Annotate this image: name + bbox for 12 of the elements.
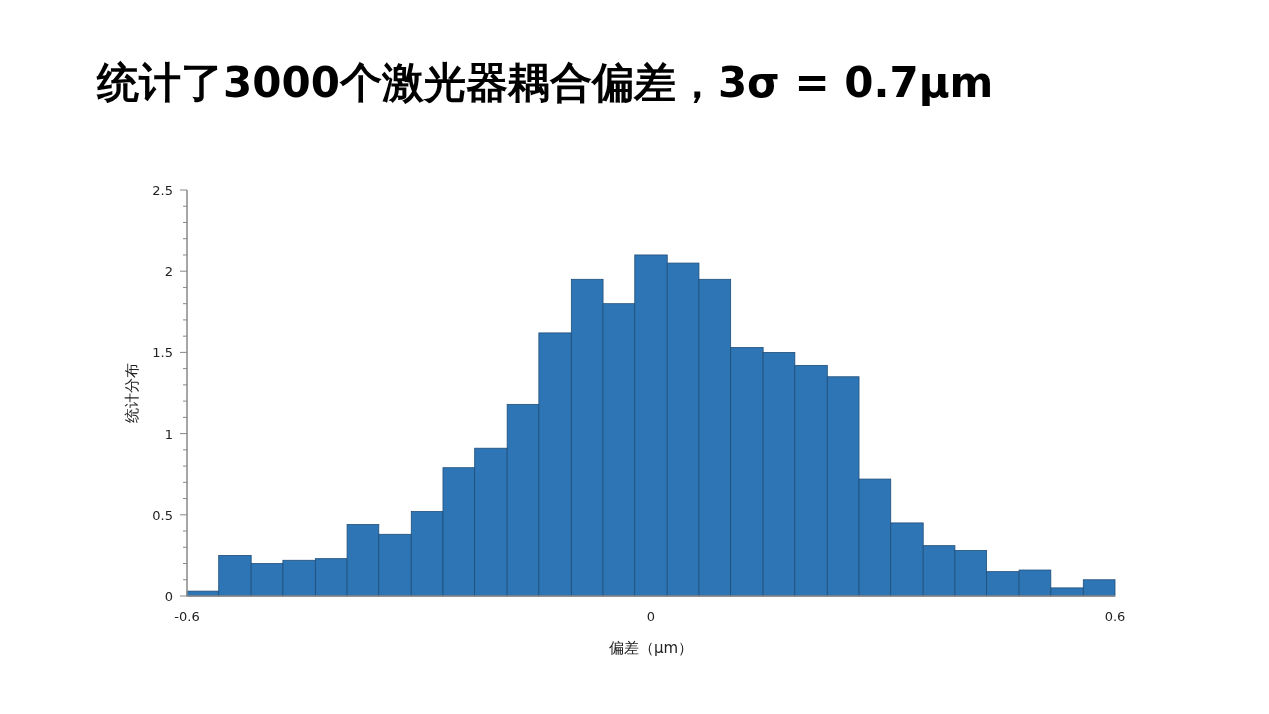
x-tick-label: 0 (646, 609, 656, 624)
chart-title: 统计了3000个激光器耦合偏差，3σ = 0.7μm (96, 58, 994, 107)
y-tick-label: 2 (164, 264, 173, 280)
x-tick-label: -0.6 (174, 609, 200, 624)
y-tick-label: 1.5 (152, 345, 173, 361)
y-tick-label: 1 (164, 426, 173, 442)
x-axis-title: 偏差（μm） (608, 639, 694, 657)
y-tick-label: 0.5 (152, 507, 173, 523)
y-tick-label: 0 (164, 589, 173, 604)
y-axis-title: 统计分布 (123, 363, 141, 423)
y-tick-label: 2.5 (152, 183, 173, 198)
x-tick-label: 0.6 (1104, 609, 1126, 624)
